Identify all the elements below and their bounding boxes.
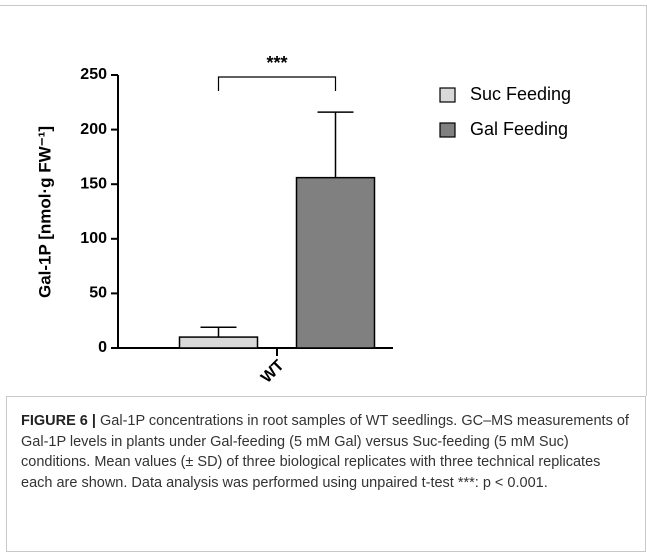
significance-bracket	[217, 76, 337, 91]
x-tick-label: WT	[258, 357, 288, 387]
y-tick-label: 150	[80, 175, 107, 192]
y-axis-label: Gal-1P [nmol·g FW⁻¹]	[35, 126, 54, 298]
legend-swatch	[439, 87, 456, 103]
bar	[178, 336, 259, 349]
caption-text: Gal-1P concentrations in root samples of…	[21, 413, 629, 491]
y-tick-label: 250	[80, 66, 107, 83]
y-tick-label: 100	[80, 230, 107, 247]
bar	[295, 176, 376, 349]
legend-label: Suc Feeding	[470, 84, 571, 104]
significance-label: ***	[266, 53, 287, 73]
legend-swatch	[439, 122, 456, 138]
caption: FIGURE 6 | Gal-1P concentrations in root…	[6, 396, 646, 552]
legend-label: Gal Feeding	[470, 119, 568, 139]
y-tick-label: 50	[89, 285, 107, 302]
y-tick-label: 0	[98, 339, 107, 356]
caption-label: FIGURE 6 |	[21, 413, 96, 429]
y-tick-label: 200	[80, 121, 107, 138]
